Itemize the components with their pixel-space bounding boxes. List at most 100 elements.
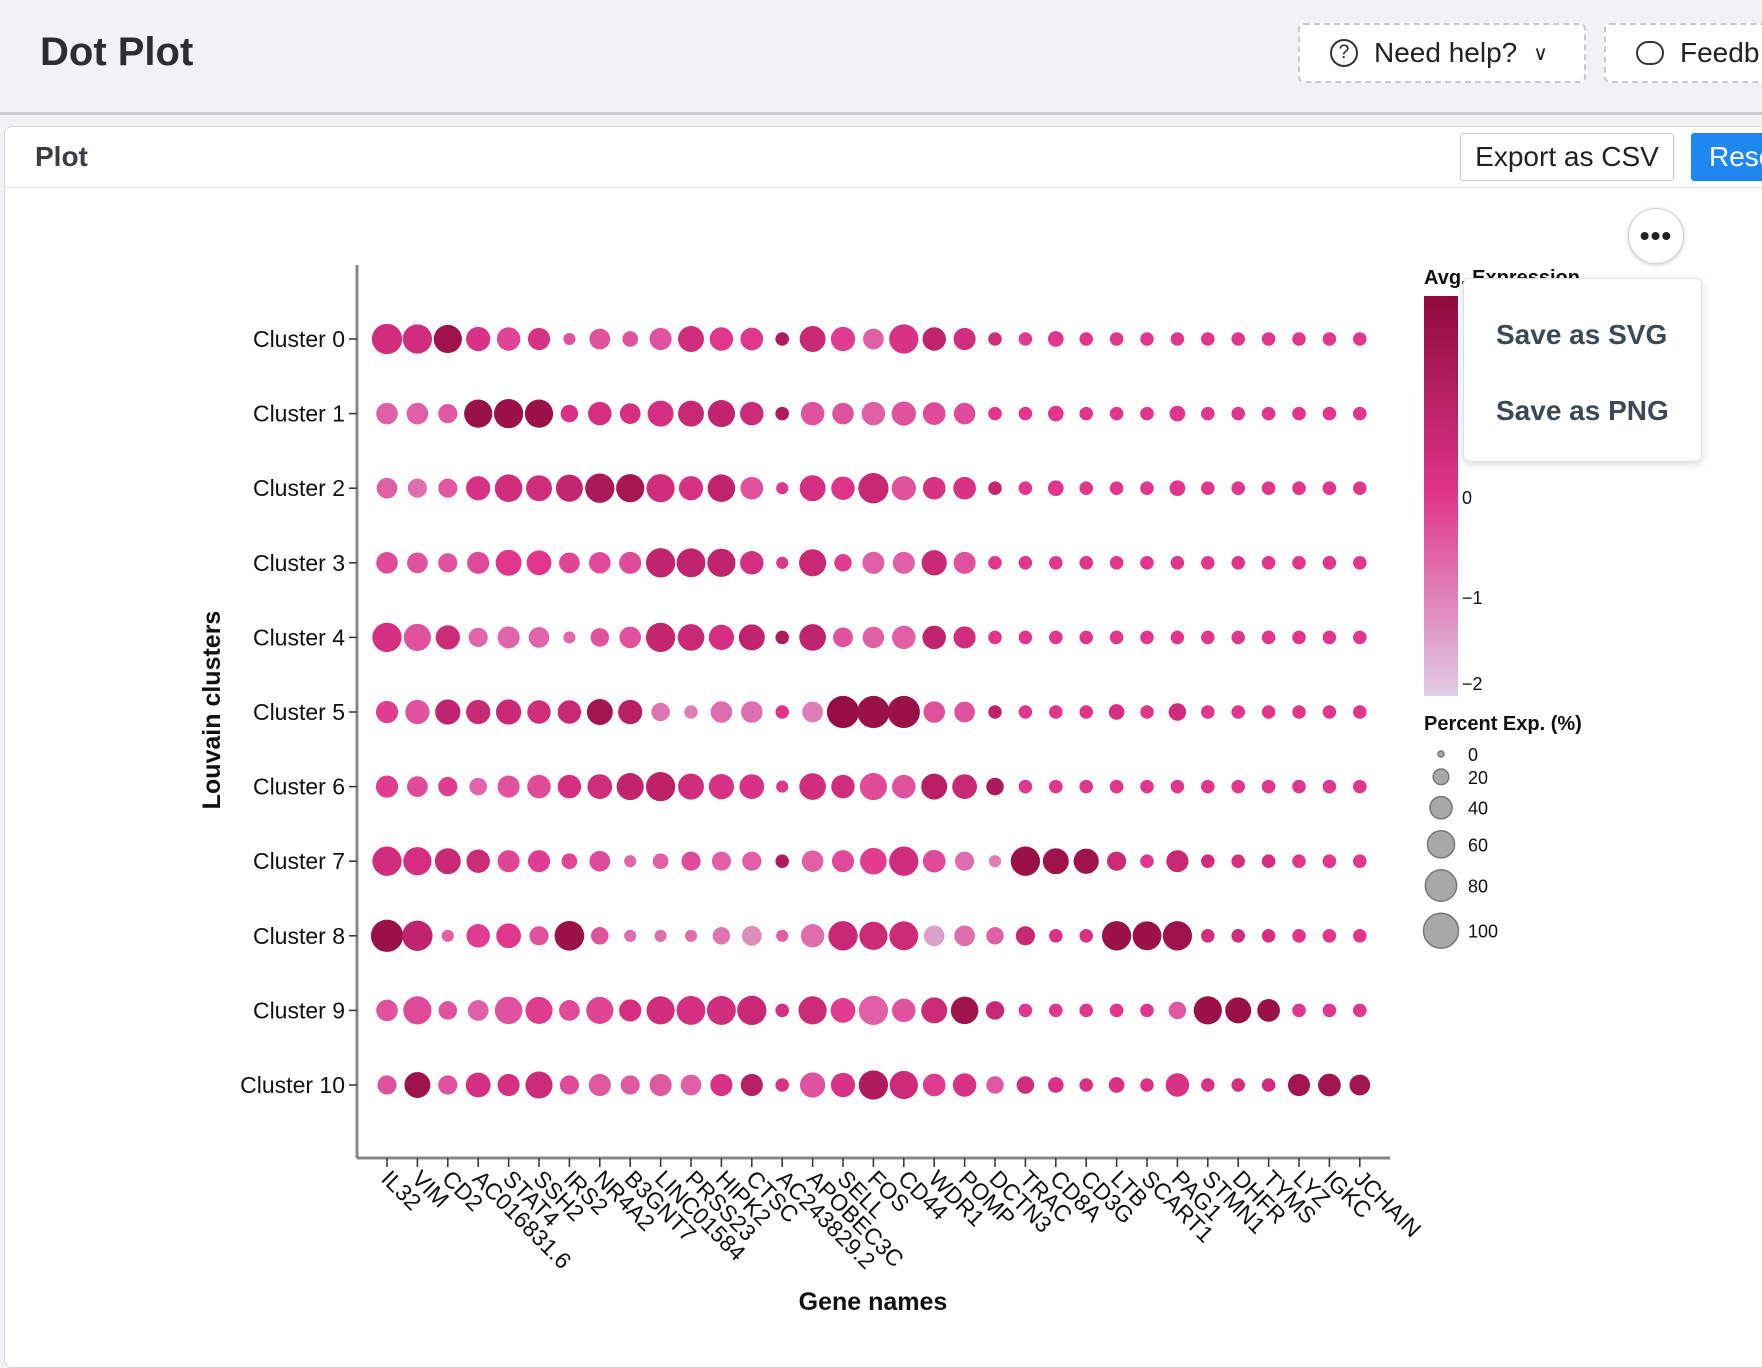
dot[interactable]: [1170, 556, 1185, 570]
dot[interactable]: [862, 626, 885, 649]
dot[interactable]: [375, 700, 399, 724]
dot[interactable]: [954, 925, 975, 947]
dot[interactable]: [1047, 1077, 1064, 1093]
dot[interactable]: [1170, 332, 1185, 346]
dot[interactable]: [1201, 705, 1215, 719]
dot[interactable]: [858, 473, 889, 504]
dot[interactable]: [775, 854, 789, 868]
dot[interactable]: [922, 849, 946, 873]
dot[interactable]: [799, 773, 826, 800]
dot[interactable]: [1322, 332, 1337, 346]
dot[interactable]: [646, 474, 675, 503]
dot[interactable]: [775, 1003, 789, 1018]
dot[interactable]: [1047, 480, 1064, 497]
dot[interactable]: [1109, 406, 1124, 421]
dot[interactable]: [372, 846, 402, 876]
dot[interactable]: [737, 995, 767, 1026]
dot[interactable]: [988, 630, 1002, 645]
dot[interactable]: [1140, 332, 1154, 346]
dot[interactable]: [986, 927, 1004, 945]
dot[interactable]: [1049, 556, 1063, 570]
dot[interactable]: [1140, 481, 1154, 495]
dot[interactable]: [649, 1073, 672, 1097]
dot[interactable]: [466, 849, 490, 873]
dot[interactable]: [649, 327, 672, 351]
dot[interactable]: [529, 926, 549, 946]
dot[interactable]: [986, 777, 1004, 796]
dot[interactable]: [1292, 556, 1306, 570]
dot[interactable]: [889, 846, 919, 876]
dot[interactable]: [585, 473, 615, 503]
dot[interactable]: [495, 699, 522, 725]
dot[interactable]: [1292, 332, 1306, 346]
dot[interactable]: [799, 549, 827, 577]
dot[interactable]: [376, 402, 398, 425]
dot[interactable]: [438, 553, 458, 573]
dot[interactable]: [678, 326, 704, 352]
dot[interactable]: [1049, 630, 1063, 645]
dot[interactable]: [953, 327, 976, 351]
dot[interactable]: [740, 476, 764, 500]
dot[interactable]: [738, 624, 765, 651]
dot[interactable]: [1168, 703, 1187, 721]
dot[interactable]: [1322, 1003, 1337, 1018]
dot[interactable]: [1353, 929, 1367, 943]
dot[interactable]: [497, 850, 520, 873]
dot[interactable]: [1231, 1078, 1245, 1092]
dot[interactable]: [438, 478, 458, 498]
dot[interactable]: [371, 323, 403, 355]
dot[interactable]: [1353, 332, 1367, 346]
dot[interactable]: [1169, 480, 1186, 497]
dot[interactable]: [986, 1076, 1004, 1094]
dot[interactable]: [711, 851, 731, 871]
dot[interactable]: [370, 919, 404, 952]
dot[interactable]: [624, 855, 637, 868]
dot[interactable]: [1079, 1003, 1093, 1018]
save-png-menu-item[interactable]: Save as PNG: [1496, 395, 1669, 426]
dot[interactable]: [403, 623, 431, 651]
dot[interactable]: [1101, 921, 1132, 951]
dot[interactable]: [1109, 1003, 1124, 1018]
dot[interactable]: [858, 1070, 889, 1100]
dot[interactable]: [922, 402, 946, 425]
dot[interactable]: [1201, 779, 1215, 794]
dot[interactable]: [494, 474, 523, 502]
dot[interactable]: [799, 624, 826, 651]
dot[interactable]: [1109, 630, 1124, 645]
dot[interactable]: [710, 701, 733, 723]
dot[interactable]: [1201, 929, 1215, 943]
dot[interactable]: [1322, 854, 1337, 868]
dot[interactable]: [1225, 997, 1252, 1024]
dot[interactable]: [407, 776, 428, 797]
dot[interactable]: [1018, 705, 1033, 719]
dot[interactable]: [858, 995, 889, 1026]
dot[interactable]: [833, 627, 853, 648]
dot[interactable]: [1109, 481, 1124, 495]
dot[interactable]: [1140, 1078, 1154, 1092]
dot[interactable]: [403, 847, 432, 876]
dot[interactable]: [677, 624, 705, 651]
dot[interactable]: [1079, 1078, 1093, 1092]
dot[interactable]: [1165, 1073, 1190, 1097]
dot[interactable]: [708, 773, 735, 800]
dot[interactable]: [741, 701, 763, 723]
dot[interactable]: [988, 855, 1002, 868]
dot[interactable]: [407, 478, 427, 498]
dot[interactable]: [1049, 1003, 1063, 1018]
dot[interactable]: [561, 853, 578, 870]
dot[interactable]: [953, 626, 976, 649]
dot[interactable]: [438, 777, 458, 797]
dot[interactable]: [1261, 1078, 1276, 1092]
dot[interactable]: [1353, 556, 1367, 570]
dot[interactable]: [1140, 406, 1154, 421]
dot[interactable]: [1049, 779, 1063, 794]
dot[interactable]: [891, 476, 916, 501]
dot[interactable]: [1108, 704, 1125, 720]
dot[interactable]: [922, 625, 946, 650]
dot[interactable]: [559, 1000, 580, 1021]
dot[interactable]: [1231, 481, 1245, 495]
dot[interactable]: [861, 401, 886, 426]
dot[interactable]: [1322, 630, 1337, 645]
dot[interactable]: [988, 406, 1002, 421]
dot[interactable]: [953, 551, 976, 574]
